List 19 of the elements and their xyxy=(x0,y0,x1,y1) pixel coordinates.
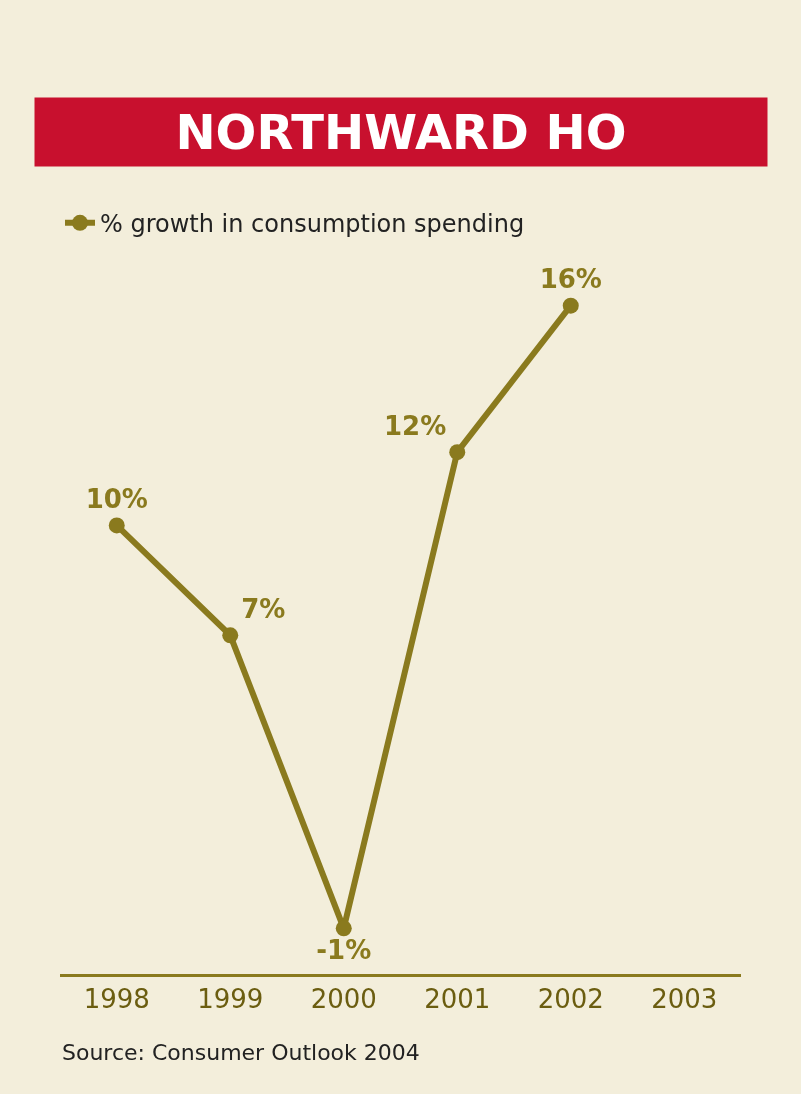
legend-label: % growth in consumption spending xyxy=(100,210,525,239)
source-note: Source: Consumer Outlook 2004 xyxy=(62,1040,420,1065)
data-label: 16% xyxy=(539,264,602,295)
point xyxy=(562,297,579,314)
point xyxy=(449,444,466,461)
data-label: 7% xyxy=(241,593,286,624)
data-label: -1% xyxy=(316,934,372,965)
data-label: 12% xyxy=(384,410,447,441)
data-label: 10% xyxy=(85,483,148,514)
x-tick-label: 1998 xyxy=(83,984,150,1015)
chart-title: NORTHWARD HO xyxy=(175,104,627,160)
point xyxy=(108,517,125,534)
x-tick-label: 2002 xyxy=(537,984,604,1015)
point xyxy=(335,920,352,937)
x-tick-label: 2001 xyxy=(424,984,491,1015)
point xyxy=(222,627,239,644)
x-tick-label: 2003 xyxy=(651,984,718,1015)
x-tick-label: 2000 xyxy=(310,984,377,1015)
x-tick-label: 1999 xyxy=(197,984,264,1015)
